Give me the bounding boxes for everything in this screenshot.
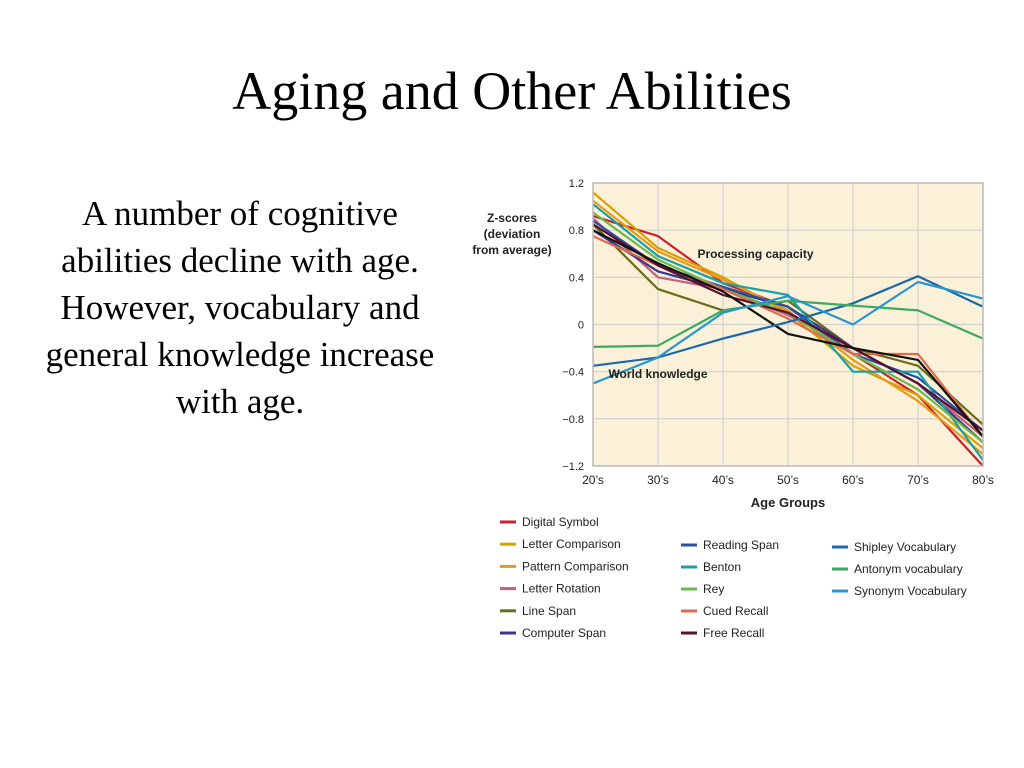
legend-entry: Rey [703,582,724,596]
legend: Digital Symbol Letter Comparison Pattern C… [500,515,967,640]
x-axis-label: Age Groups [751,495,825,510]
annotations: Processing capacity World knowledge [608,247,813,381]
series-line [592,199,984,456]
series-lines [592,191,984,467]
legend-entry: Free Recall [703,626,764,640]
x-tick-label: 60’s [842,473,864,487]
body-text: A number of cognitive abilities decline … [45,194,435,421]
legend-entry: Antonym vocabulary [854,562,963,576]
cognitive-abilities-line-chart: 1.2 0.8 0.4 0 −0.4 −0.8 −1.2 20’s 30’s 40’s 50’s 6… [472,178,994,640]
legend-entry: Benton [703,560,741,574]
annotation-label: World knowledge [608,367,707,381]
y-axis-label-line: from average) [472,243,551,257]
x-tick-label: 70’s [907,473,929,487]
y-tick-label: 0.4 [569,272,584,284]
series-line [592,229,984,438]
x-tick-labels: 20’s 30’s 40’s 50’s 60’s 70’s 80’s [582,473,994,487]
legend-entry: Reading Span [703,538,779,552]
y-tick-labels: 1.2 0.8 0.4 0 −0.4 −0.8 −1.2 [562,178,584,473]
plot-border [592,182,984,467]
y-tick-label: −0.4 [562,367,584,379]
x-tick-label: 50’s [777,473,799,487]
legend-entry: Letter Comparison [522,537,621,551]
y-axis-label-line: (deviation [484,227,541,241]
y-tick-label: −0.8 [562,414,584,426]
x-tick-label: 80’s [972,473,994,487]
series-line [592,280,984,385]
legend-entry: Cued Recall [703,604,768,618]
y-tick-label: 1.2 [569,178,584,190]
legend-entry: Digital Symbol [522,515,599,529]
annotation-label: Processing capacity [697,247,813,261]
y-tick-label: −1.2 [562,461,584,473]
y-tick-label: 0 [578,320,584,332]
series-line [592,299,984,348]
series-line [592,203,984,461]
y-axis-label-line: Z-scores [487,211,537,225]
slide-title: Aging and Other Abilities [232,61,792,121]
legend-entry: Computer Span [522,626,606,640]
x-tick-label: 20’s [582,473,604,487]
legend-entry: Synonym Vocabulary [854,584,967,598]
y-axis-label: Z-scores (deviation from average) [472,211,551,257]
legend-entry: Pattern Comparison [522,559,629,573]
series-line [592,223,984,432]
legend-entry: Line Span [522,604,576,618]
x-tick-label: 30’s [647,473,669,487]
y-tick-label: 0.8 [569,225,584,237]
legend-entry: Letter Rotation [522,582,601,596]
legend-entry: Shipley Vocabulary [854,540,956,554]
x-tick-label: 40’s [712,473,734,487]
